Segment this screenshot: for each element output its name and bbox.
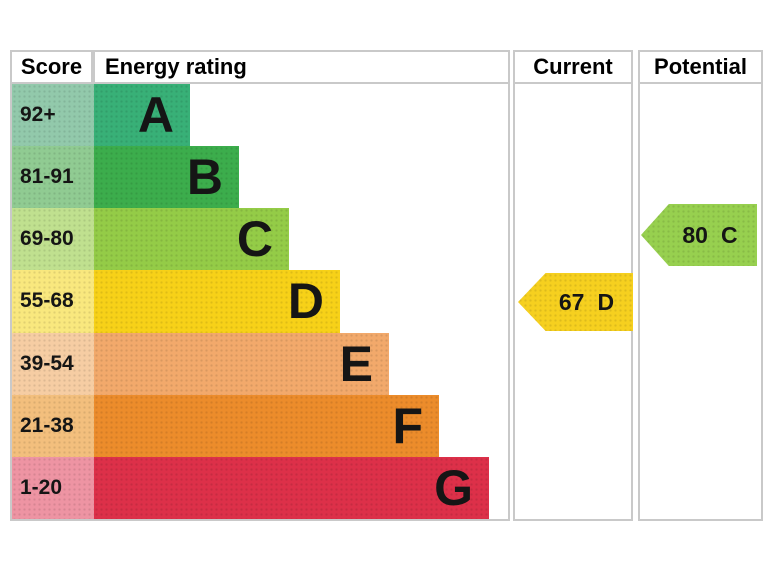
header-energy-rating: Energy rating	[93, 50, 510, 84]
band-letter: A	[137, 87, 174, 144]
band-row-a: 92+ A	[12, 84, 508, 147]
potential-rating-text: 80 C	[682, 222, 737, 249]
band-row-g: 1-20 G	[12, 456, 508, 519]
score-cell: 81-91	[12, 146, 94, 209]
current-rating-value: 67	[558, 288, 585, 315]
score-cell: 39-54	[12, 332, 94, 395]
band-letter: D	[287, 273, 324, 330]
header-energy-rating-label: Energy rating	[105, 54, 247, 79]
header-current: Current	[513, 50, 633, 84]
header-current-label: Current	[533, 54, 613, 79]
score-cell: 1-20	[12, 456, 94, 519]
rating-bar: G	[94, 456, 489, 519]
score-cell: 21-38	[12, 394, 94, 457]
header-score: Score	[10, 50, 93, 84]
band-row-f: 21-38 F	[12, 394, 508, 457]
band-letter: G	[434, 459, 473, 516]
score-range: 21-38	[20, 413, 74, 437]
header-score-label: Score	[20, 54, 83, 79]
score-range: 39-54	[20, 351, 74, 375]
rating-bar: B	[94, 146, 239, 209]
band-row-c: 69-80 C	[12, 208, 508, 271]
band-row-b: 81-91 B	[12, 146, 508, 209]
band-letter: E	[339, 335, 373, 392]
rating-rows: 92+ A 81-91 B 69-80 C	[12, 84, 508, 519]
band-letter: C	[236, 211, 273, 268]
score-cell: 55-68	[12, 270, 94, 333]
score-range: 81-91	[20, 165, 74, 189]
rating-bar: F	[94, 394, 439, 457]
header-potential-label: Potential	[654, 54, 747, 79]
rating-bar: D	[94, 270, 340, 333]
current-rating-text: 67 D	[559, 289, 614, 316]
rating-scale-body: 92+ A 81-91 B 69-80 C	[10, 84, 510, 521]
band-row-e: 39-54 E	[12, 332, 508, 395]
band-letter: F	[392, 397, 423, 454]
band-letter: B	[186, 149, 223, 206]
rating-bar: A	[94, 84, 190, 147]
score-cell: 69-80	[12, 208, 94, 271]
score-range: 1-20	[20, 475, 63, 499]
rating-bar: C	[94, 208, 289, 271]
potential-rating-arrow: 80 C	[641, 204, 757, 266]
current-rating-letter: D	[597, 288, 615, 315]
band-row-d: 55-68 D	[12, 270, 508, 333]
potential-column	[638, 84, 763, 521]
rating-bar: E	[94, 332, 389, 395]
score-range: 92+	[20, 103, 56, 127]
current-rating-arrow: 67 D	[518, 273, 633, 331]
score-range: 55-68	[20, 289, 74, 313]
header-potential: Potential	[638, 50, 763, 84]
potential-rating-value: 80	[682, 221, 708, 248]
potential-rating-letter: C	[720, 221, 738, 248]
score-range: 69-80	[20, 227, 74, 251]
score-cell: 92+	[12, 84, 94, 147]
